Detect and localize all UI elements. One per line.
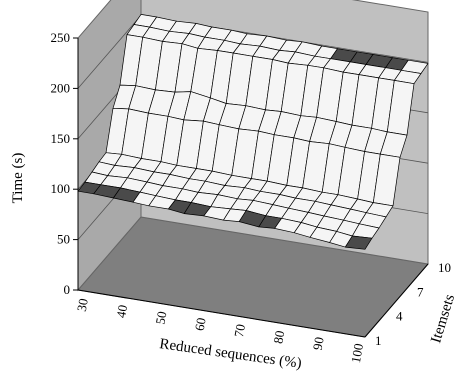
surface-cell-0-15 <box>344 235 373 250</box>
z-tick-label-100: 100 <box>51 181 71 196</box>
y-tick-label-7: 7 <box>417 284 424 299</box>
y-tick-label-10: 10 <box>438 260 451 275</box>
y-tick-label-4: 4 <box>396 309 403 324</box>
x-tick-label-70: 70 <box>231 323 248 338</box>
x-tick-label-40: 40 <box>113 304 130 319</box>
x-tick-label-60: 60 <box>192 317 209 332</box>
z-tick-label-200: 200 <box>51 80 71 95</box>
x-tick-label-30: 30 <box>74 297 91 312</box>
y-axis-title: Itemsets <box>428 292 458 345</box>
x-axis-line <box>77 289 366 338</box>
y-tick-label-1: 1 <box>375 333 382 348</box>
z-tick-label-150: 150 <box>51 131 71 146</box>
y-axis-line <box>364 263 429 338</box>
x-tick-label-90: 90 <box>310 336 327 351</box>
z-axis-title: Time (s) <box>10 153 26 204</box>
z-tick-label-250: 250 <box>51 30 71 45</box>
x-tick-label-50: 50 <box>152 310 169 325</box>
x-tick-label-80: 80 <box>270 329 287 344</box>
surface-mesh <box>77 14 429 250</box>
z-tick-label-50: 50 <box>57 232 70 247</box>
x-tick-label-100: 100 <box>348 342 366 364</box>
z-tick-label-0: 0 <box>64 282 71 297</box>
